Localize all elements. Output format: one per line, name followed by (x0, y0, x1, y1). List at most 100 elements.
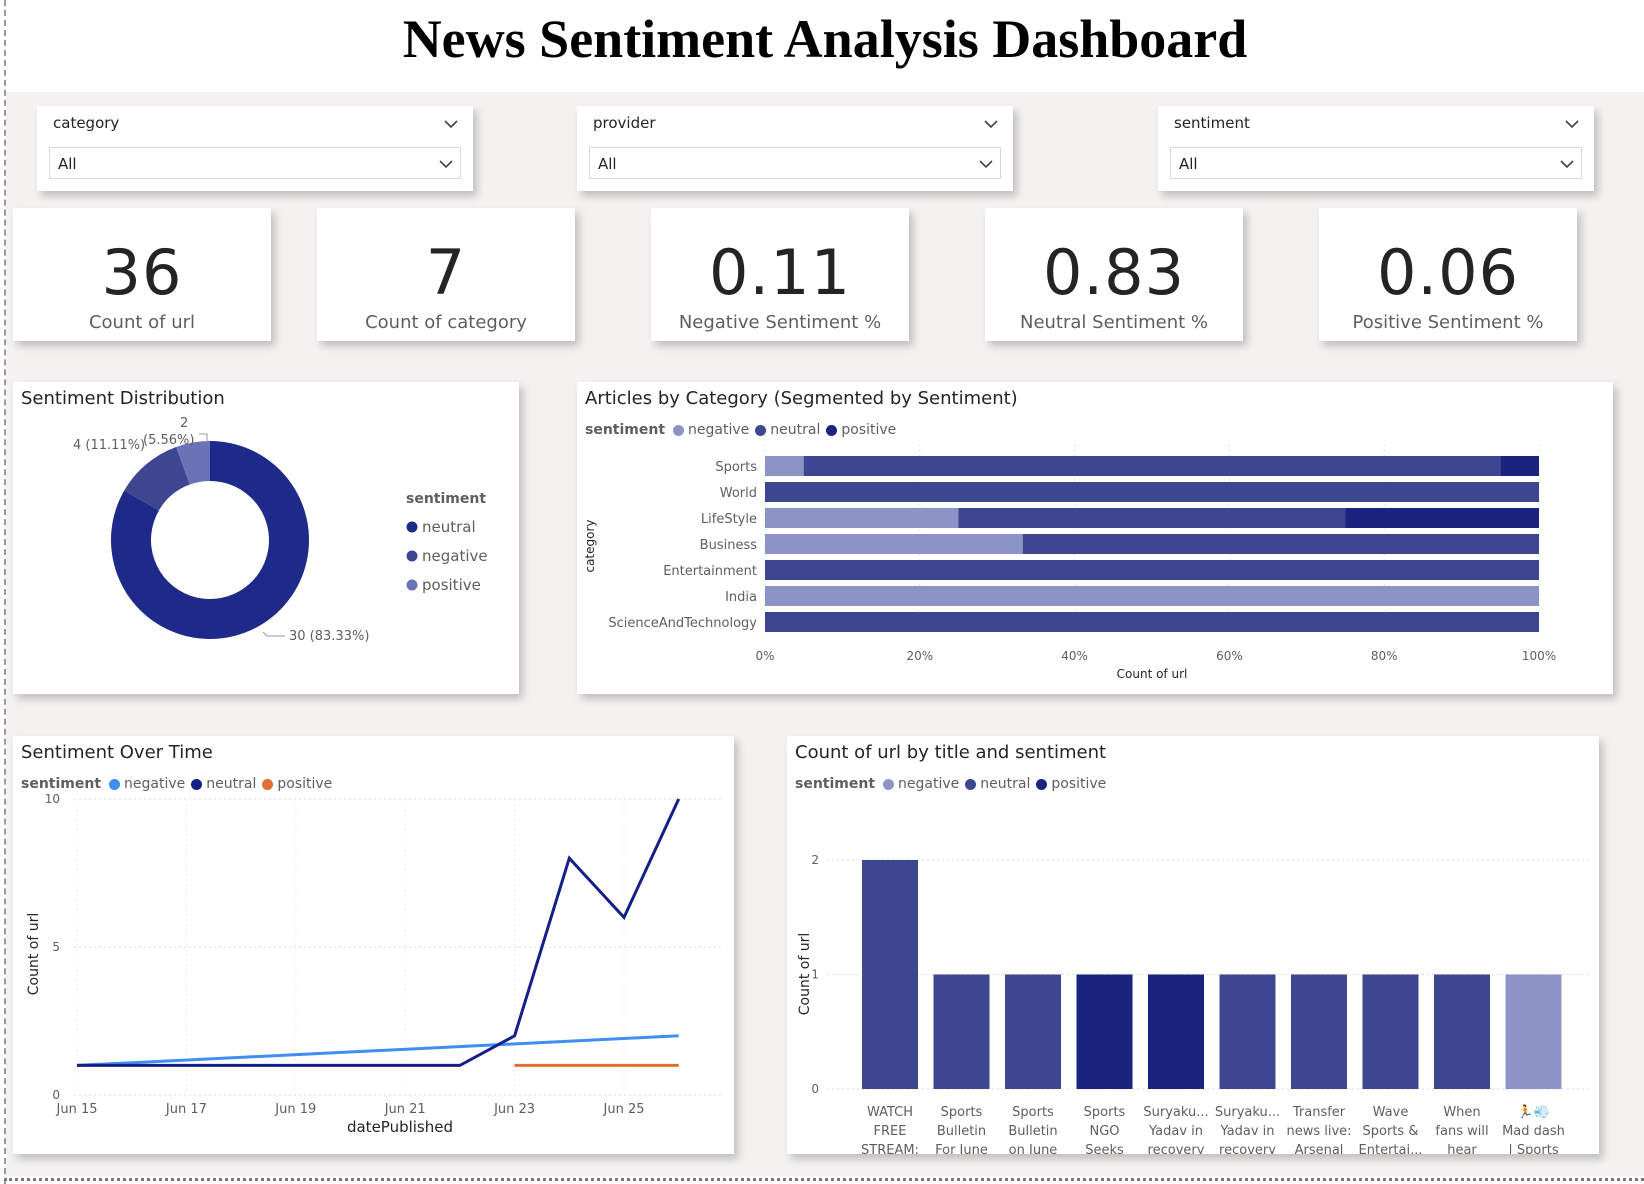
legend-dot-positive (406, 579, 418, 591)
data-label: 4 (11.11%) (73, 438, 145, 453)
kpi-label: Positive Sentiment % (1352, 312, 1544, 333)
line-chart: 0 5 10 Jun 15 Jun 17 Jun 19 Jun 21 Jun 23 Jun 25… (26, 792, 723, 1136)
x-tick-label: WATCH (867, 1105, 913, 1120)
legend-dot (755, 424, 767, 436)
x-tick-label: Entertai... (1359, 1143, 1423, 1154)
stacked-bar-chart: 0% 20% 40% 60% 80% 100% Sports World LifeStyle Bu… (583, 444, 1556, 681)
legend-item-negative[interactable]: negative (883, 776, 959, 792)
legend-item-positive[interactable]: positive (262, 776, 332, 792)
legend-item-neutral[interactable]: neutral (965, 776, 1030, 792)
legend-item-neutral[interactable]: neutral (191, 776, 256, 792)
bar-neutral (1434, 974, 1490, 1089)
x-tick-label: 100% (1522, 649, 1556, 663)
legend-label: negative (124, 776, 186, 792)
legend-item-negative[interactable]: negative (109, 776, 185, 792)
slicer-title: sentiment (1174, 114, 1250, 132)
x-tick-label: 40% (1061, 649, 1088, 663)
slicer-sentiment[interactable]: sentiment All (1158, 106, 1594, 191)
x-tick-label: 20% (906, 649, 933, 663)
bar-neutral (958, 508, 1346, 528)
x-tick-label: Jun 15 (56, 1102, 98, 1117)
y-tick-label: World (720, 486, 757, 501)
legend-label: negative (898, 776, 960, 792)
x-tick-label: Suryaku... (1143, 1105, 1208, 1120)
bar-positive (1500, 456, 1539, 476)
x-tick-label: Bulletin (937, 1124, 986, 1139)
x-tick-label: Bulletin (1008, 1124, 1057, 1139)
report-header: News Sentiment Analysis Dashboard (6, 0, 1644, 92)
kpi-label: Count of url (88, 312, 196, 333)
legend-dot (109, 778, 121, 790)
x-tick-label: Transfer (1292, 1105, 1346, 1120)
x-tick-label: 0% (755, 649, 774, 663)
series-line-neutral (77, 798, 681, 1067)
legend-dot (262, 778, 274, 790)
kpi-value: 36 (101, 236, 183, 309)
slicer-provider[interactable]: provider All (577, 106, 1013, 191)
legend-item-positive[interactable]: positive (826, 422, 896, 438)
y-tick-label: LifeStyle (701, 512, 757, 527)
x-tick-label: FREE (874, 1124, 907, 1139)
slicer-dropdown[interactable]: All (589, 147, 1001, 179)
bar-neutral (1219, 974, 1276, 1089)
kpi-value: 0.06 (1376, 236, 1520, 309)
x-tick-label: on June (1009, 1143, 1058, 1154)
legend-label: neutral (770, 422, 821, 438)
data-label: 2 (180, 416, 188, 431)
bottom-border (4, 1178, 1644, 1181)
series-line-negative (76, 1034, 679, 1067)
y-axis-label: category (583, 519, 597, 572)
chevron-down-icon[interactable] (438, 156, 454, 172)
bar-neutral (1022, 534, 1539, 554)
legend-dot (883, 778, 895, 790)
chevron-down-icon[interactable] (1559, 156, 1575, 172)
legend-title: sentiment (406, 491, 486, 507)
x-tick-label: Jun 21 (384, 1102, 426, 1117)
bar-negative (765, 508, 959, 528)
slicer-value: All (598, 155, 617, 173)
chevron-down-icon[interactable] (983, 116, 999, 132)
bar-negative (1505, 974, 1562, 1089)
bar-neutral (1005, 974, 1061, 1089)
x-tick-label: NGO (1089, 1124, 1119, 1139)
bar-neutral (765, 612, 1539, 632)
bar-neutral (933, 974, 990, 1089)
slicer-dropdown[interactable]: All (49, 147, 461, 179)
chart-title: Sentiment Distribution (21, 388, 225, 409)
bar-neutral (862, 860, 918, 1089)
bar-neutral (803, 456, 1501, 476)
legend-item-neutral[interactable]: neutral (755, 422, 820, 438)
chart-legend: sentiment negative neutral positive (795, 776, 1112, 792)
chevron-down-icon[interactable] (1564, 116, 1580, 132)
chevron-down-icon[interactable] (978, 156, 994, 172)
donut-slice-neutral (110, 441, 309, 639)
sentiment-over-time-card: Sentiment Over Time sentiment negative n… (13, 736, 734, 1154)
legend-dot (1036, 778, 1048, 790)
x-tick-label: 🏃💨 (1517, 1104, 1549, 1120)
x-tick-label: Mad dash (1502, 1124, 1565, 1139)
x-tick-label: news live: (1286, 1124, 1351, 1139)
slicer-category[interactable]: category All (37, 106, 473, 191)
y-axis-label: Count of url (797, 933, 813, 1016)
kpi-label: Count of category (365, 312, 527, 333)
bar-negative (765, 586, 1539, 606)
slicer-title: provider (593, 114, 656, 132)
legend-item-negative[interactable]: negative (673, 422, 749, 438)
y-tick-label: India (725, 590, 757, 605)
slicer-value: All (58, 155, 77, 173)
chart-legend: sentiment negative neutral positive (21, 776, 338, 792)
donut-slice-negative (124, 446, 190, 511)
x-tick-label: Wave (1373, 1105, 1409, 1120)
y-tick-label: 1 (811, 968, 819, 982)
bar-positive (1345, 508, 1539, 528)
data-label-leader (199, 433, 208, 442)
y-tick-label: Business (700, 538, 758, 553)
slicer-dropdown[interactable]: All (1170, 147, 1582, 179)
legend-item-positive[interactable]: positive (1036, 776, 1106, 792)
chevron-down-icon[interactable] (443, 116, 459, 132)
legend-title: sentiment (21, 776, 102, 792)
legend-label: positive (277, 776, 333, 792)
chart-title: Count of url by title and sentiment (795, 742, 1107, 763)
x-tick-label: Yadav in (1148, 1124, 1203, 1139)
x-tick-label: STREAM: (861, 1143, 919, 1154)
